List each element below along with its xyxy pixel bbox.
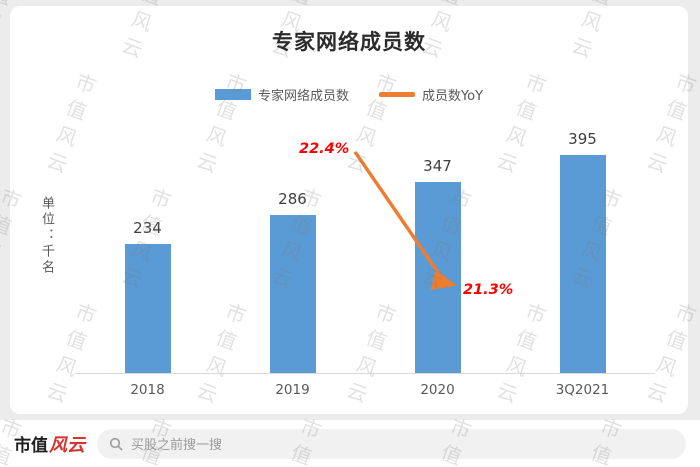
- legend-item-members: 专家网络成员数: [214, 85, 349, 104]
- legend-swatch-bar: [214, 89, 251, 100]
- yoy-label-2019: 22.4%: [299, 141, 350, 157]
- bar-3Q2021: [559, 155, 606, 373]
- bar-value-label: 234: [133, 219, 162, 238]
- yoy-label-2020: 21.3%: [463, 282, 514, 298]
- bar-value-label: 286: [278, 190, 307, 209]
- y-axis-title: 单位：千名: [39, 196, 54, 276]
- brand-text-shizhi: 市值: [14, 435, 48, 456]
- search-icon: [109, 437, 123, 451]
- legend-label-members: 专家网络成员数: [257, 89, 349, 104]
- chart-title: 专家网络成员数: [272, 30, 426, 54]
- legend-label-yoy: 成员数YoY: [421, 89, 484, 104]
- legend-swatch-line: [378, 92, 415, 97]
- brand-logo: 市值 风云: [14, 431, 85, 457]
- legend-item-yoy: 成员数YoY: [378, 85, 484, 104]
- legend: 专家网络成员数 成员数YoY: [10, 85, 688, 104]
- yoy-trend-arrow: [353, 150, 457, 290]
- search-placeholder: 买股之前搜一搜: [131, 438, 223, 453]
- footer-bar: 市值 风云 买股之前搜一搜: [0, 420, 700, 467]
- search-bar[interactable]: 买股之前搜一搜: [97, 428, 686, 459]
- bar-2019: [269, 215, 316, 373]
- x-axis-label: 3Q2021: [555, 382, 610, 398]
- bar-value-label: 395: [568, 130, 597, 149]
- plot-area: 22.4% 21.3% 234 2018 286 2019 347 2020 395 3Q20…: [75, 130, 655, 398]
- yoy-trend-path: [353, 150, 457, 290]
- x-axis-label: 2019: [275, 382, 310, 398]
- x-axis-label: 2020: [420, 382, 455, 398]
- chart-card: 专家网络成员数 专家网络成员数 成员数YoY 单位：千名 22.4%: [10, 6, 688, 414]
- x-axis-label: 2018: [130, 382, 165, 398]
- brand-text-fengyun: 风云: [49, 434, 85, 456]
- bar-value-label: 347: [423, 156, 452, 175]
- bar-2018: [124, 244, 171, 373]
